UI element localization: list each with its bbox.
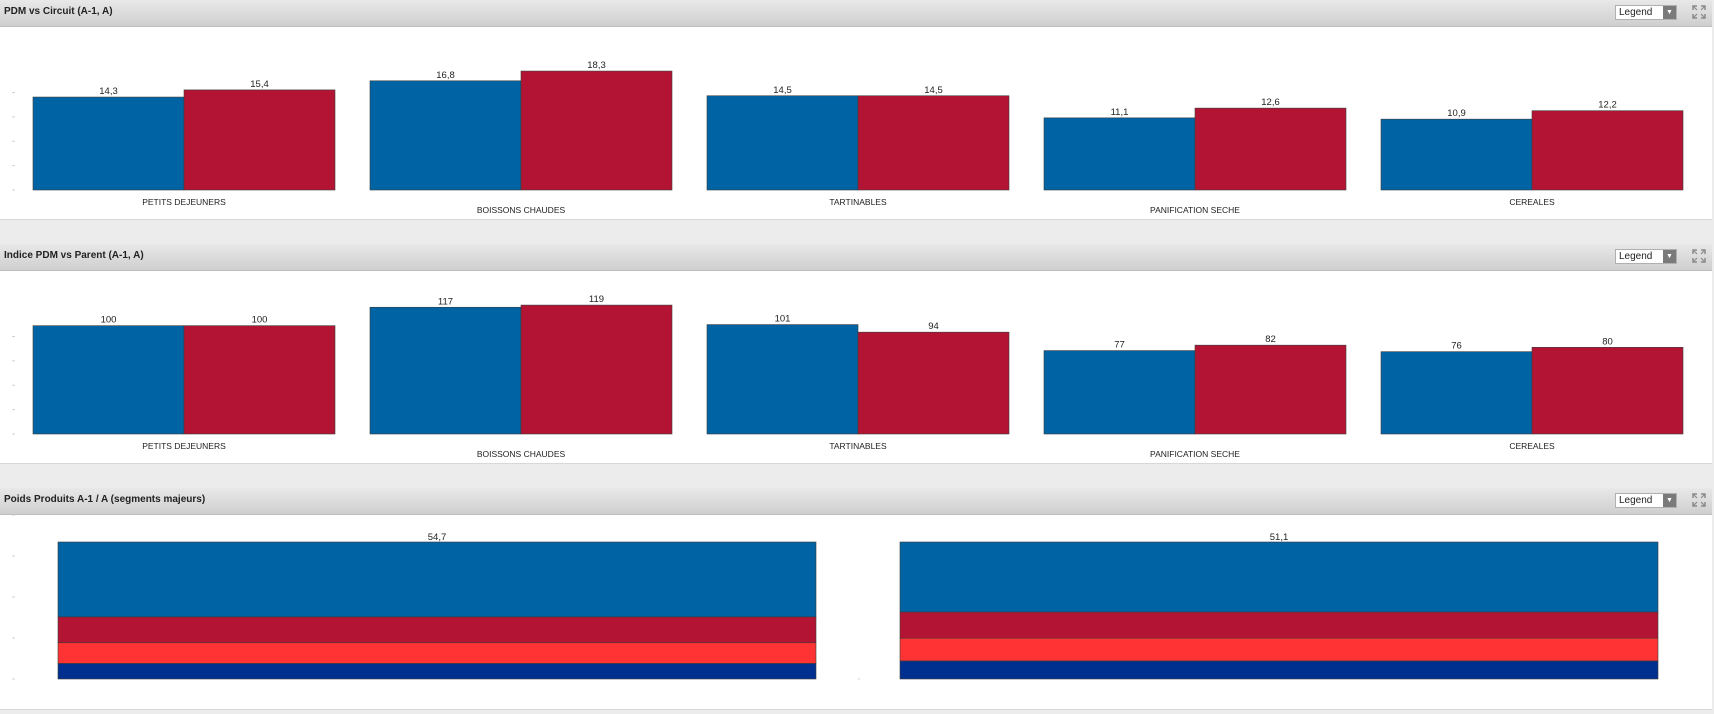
data-label: 10,9 [1447, 108, 1466, 119]
chart-area: 11,415,118,954,713,216,619,151,1 [0, 514, 1712, 710]
chart-area: 100 100 PETITS DEJEUNERS 117 119 BOISSONS CHA… [0, 271, 1712, 464]
x-tick-label: TARTINABLES [829, 197, 887, 207]
data-label: 117 [438, 296, 453, 307]
x-tick-label: CEREALES [1509, 441, 1555, 451]
data-label: 77 [1114, 340, 1125, 351]
panel-title: Indice PDM vs Parent (A-1, A) [4, 250, 144, 261]
expand-arrows-icon[interactable] [1692, 249, 1706, 263]
bar [706, 95, 859, 191]
panel-title: Poids Produits A-1 / A (segments majeurs… [4, 494, 206, 505]
bar-segment [899, 660, 1659, 680]
bar-chart-indice-pdm: 100 100 PETITS DEJEUNERS 117 119 BOISSONS CHA… [12, 294, 1684, 459]
bar [369, 80, 522, 191]
x-tick-label: BOISSONS CHAUDES [477, 449, 566, 459]
bar [520, 70, 673, 191]
bar [1380, 118, 1533, 191]
chevron-down-icon: ▼ [1663, 250, 1676, 263]
x-tick-label: PETITS DEJEUNERS [142, 197, 226, 207]
panel-header: Poids Produits A-1 / A (segments majeurs… [0, 488, 1712, 515]
bar-segment [57, 642, 817, 664]
bar [1531, 110, 1684, 191]
legend-dropdown[interactable]: Legend ▼ [1615, 5, 1677, 20]
data-label: 54,7 [428, 532, 447, 543]
bar-segment [57, 663, 817, 680]
bar-segment [57, 541, 817, 618]
bar [183, 325, 336, 435]
panel-poids-produits: Poids Produits A-1 / A (segments majeurs… [0, 488, 1712, 710]
bar-chart-pdm-vs-circuit: 14,3 15,4 PETITS DEJEUNERS 16,8 18,3 BOISSONS… [12, 60, 1684, 215]
chevron-down-icon: ▼ [1663, 494, 1676, 507]
bar [1043, 350, 1196, 435]
bar [706, 324, 859, 435]
data-label: 12,2 [1598, 100, 1617, 111]
bar [32, 325, 185, 435]
panel-title: PDM vs Circuit (A-1, A) [4, 6, 113, 17]
bar [857, 331, 1010, 435]
expand-arrows-icon[interactable] [1692, 493, 1706, 507]
data-label: 101 [775, 314, 791, 325]
data-label: 100 [101, 315, 117, 326]
data-label: 12,6 [1261, 97, 1280, 108]
bar [369, 306, 522, 435]
legend-dropdown-label: Legend [1619, 495, 1653, 506]
bar-segment [899, 541, 1659, 613]
legend-dropdown-label: Legend [1619, 251, 1653, 262]
chart-area: 14,3 15,4 PETITS DEJEUNERS 16,8 18,3 BOISSONS… [0, 27, 1712, 220]
data-label: 16,8 [436, 70, 455, 81]
chevron-down-icon: ▼ [1663, 6, 1676, 19]
legend-dropdown[interactable]: Legend ▼ [1615, 249, 1677, 264]
x-tick-label: PETITS DEJEUNERS [142, 441, 226, 451]
data-label: 15,4 [250, 79, 269, 90]
data-label: 11,1 [1111, 107, 1129, 118]
x-tick-label: BOISSONS CHAUDES [477, 205, 566, 215]
bar [1194, 107, 1347, 191]
data-label: 100 [252, 315, 268, 326]
bar [1194, 344, 1347, 435]
bar [1531, 347, 1684, 435]
data-label: 14,5 [773, 85, 792, 96]
stacked-bar-chart-poids-produits: 11,415,118,954,713,216,619,151,1 [12, 514, 1659, 680]
data-label: 14,5 [924, 85, 943, 96]
bar-segment [899, 611, 1659, 639]
data-label: 80 [1602, 336, 1613, 347]
bar [32, 96, 185, 191]
x-tick-label: PANIFICATION SECHE [1150, 449, 1240, 459]
bar [857, 95, 1010, 191]
panel-header: PDM vs Circuit (A-1, A) Legend ▼ [0, 0, 1712, 27]
data-label: 18,3 [587, 60, 606, 71]
expand-arrows-icon[interactable] [1692, 5, 1706, 19]
x-tick-label: PANIFICATION SECHE [1150, 205, 1240, 215]
panel-header: Indice PDM vs Parent (A-1, A) Legend ▼ [0, 244, 1712, 271]
x-tick-label: TARTINABLES [829, 441, 887, 451]
legend-dropdown-label: Legend [1619, 7, 1653, 18]
data-label: 76 [1451, 341, 1462, 352]
legend-dropdown[interactable]: Legend ▼ [1615, 493, 1677, 508]
bar [183, 89, 336, 191]
x-tick-label: CEREALES [1509, 197, 1555, 207]
data-label: 14,3 [99, 86, 118, 97]
data-label: 51,1 [1270, 532, 1289, 543]
data-label: 119 [589, 294, 604, 305]
bar [1380, 351, 1533, 435]
bar [520, 304, 673, 435]
bar-segment [899, 637, 1659, 662]
bar-segment [57, 616, 817, 644]
panel-pdm-vs-circuit: PDM vs Circuit (A-1, A) Legend ▼ 14,3 15,… [0, 0, 1712, 220]
panel-indice-pdm-vs-parent: Indice PDM vs Parent (A-1, A) Legend ▼ 1… [0, 244, 1712, 464]
bar [1043, 117, 1196, 191]
data-label: 82 [1265, 334, 1276, 345]
data-label: 94 [928, 321, 939, 332]
